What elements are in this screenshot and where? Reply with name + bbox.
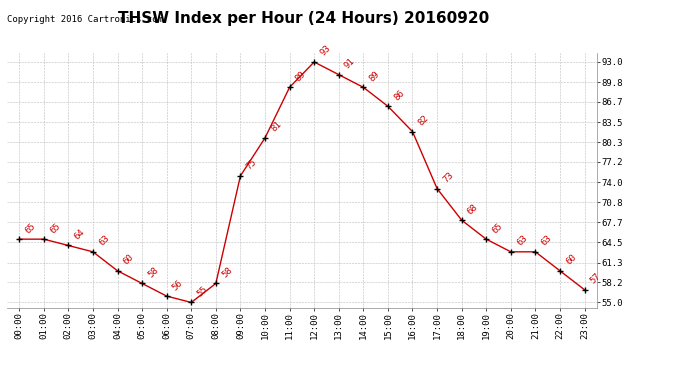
Text: 57: 57 bbox=[589, 272, 602, 286]
Text: 82: 82 bbox=[417, 114, 431, 128]
Text: 63: 63 bbox=[97, 234, 111, 248]
Text: 55: 55 bbox=[195, 284, 209, 298]
Text: 65: 65 bbox=[491, 221, 504, 235]
Text: 91: 91 bbox=[343, 57, 357, 70]
Text: 63: 63 bbox=[540, 234, 553, 248]
Text: 56: 56 bbox=[171, 278, 185, 292]
Text: 93: 93 bbox=[318, 44, 333, 58]
Text: 68: 68 bbox=[466, 202, 480, 216]
Text: Copyright 2016 Cartronics.com: Copyright 2016 Cartronics.com bbox=[7, 15, 163, 24]
Text: 73: 73 bbox=[441, 170, 455, 184]
Text: 63: 63 bbox=[515, 234, 529, 248]
Text: 60: 60 bbox=[564, 253, 578, 267]
Text: 89: 89 bbox=[368, 69, 382, 83]
Text: 58: 58 bbox=[220, 266, 234, 279]
Text: THSW Index per Hour (24 Hours) 20160920: THSW Index per Hour (24 Hours) 20160920 bbox=[118, 11, 489, 26]
Text: 60: 60 bbox=[121, 253, 136, 267]
Text: 65: 65 bbox=[23, 221, 37, 235]
Text: THSW  (°F): THSW (°F) bbox=[575, 28, 629, 38]
Text: 89: 89 bbox=[294, 69, 308, 83]
Text: 81: 81 bbox=[269, 120, 283, 134]
Text: 58: 58 bbox=[146, 266, 160, 279]
Text: 65: 65 bbox=[48, 221, 62, 235]
Text: 75: 75 bbox=[244, 158, 259, 172]
Text: 64: 64 bbox=[72, 227, 86, 242]
Text: 86: 86 bbox=[392, 88, 406, 102]
